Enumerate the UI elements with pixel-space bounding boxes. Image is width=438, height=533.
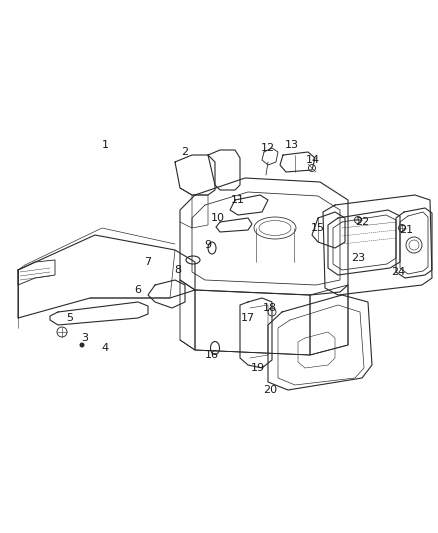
Text: 9: 9 (205, 240, 212, 250)
Ellipse shape (80, 343, 85, 348)
Text: 3: 3 (81, 333, 88, 343)
Text: 4: 4 (102, 343, 109, 353)
Text: 8: 8 (174, 265, 182, 275)
Text: 23: 23 (351, 253, 365, 263)
Text: 2: 2 (181, 147, 189, 157)
Text: 16: 16 (205, 350, 219, 360)
Text: 11: 11 (231, 195, 245, 205)
Text: 13: 13 (285, 140, 299, 150)
Text: 22: 22 (355, 217, 369, 227)
Text: 20: 20 (263, 385, 277, 395)
Text: 21: 21 (399, 225, 413, 235)
Text: 10: 10 (211, 213, 225, 223)
Text: 5: 5 (67, 313, 74, 323)
Text: 7: 7 (145, 257, 152, 267)
Text: 15: 15 (311, 223, 325, 233)
Text: 24: 24 (391, 267, 405, 277)
Text: 17: 17 (241, 313, 255, 323)
Text: 18: 18 (263, 303, 277, 313)
Text: 6: 6 (134, 285, 141, 295)
Text: 1: 1 (102, 140, 109, 150)
Text: 12: 12 (261, 143, 275, 153)
Text: 14: 14 (306, 155, 320, 165)
Text: 19: 19 (251, 363, 265, 373)
